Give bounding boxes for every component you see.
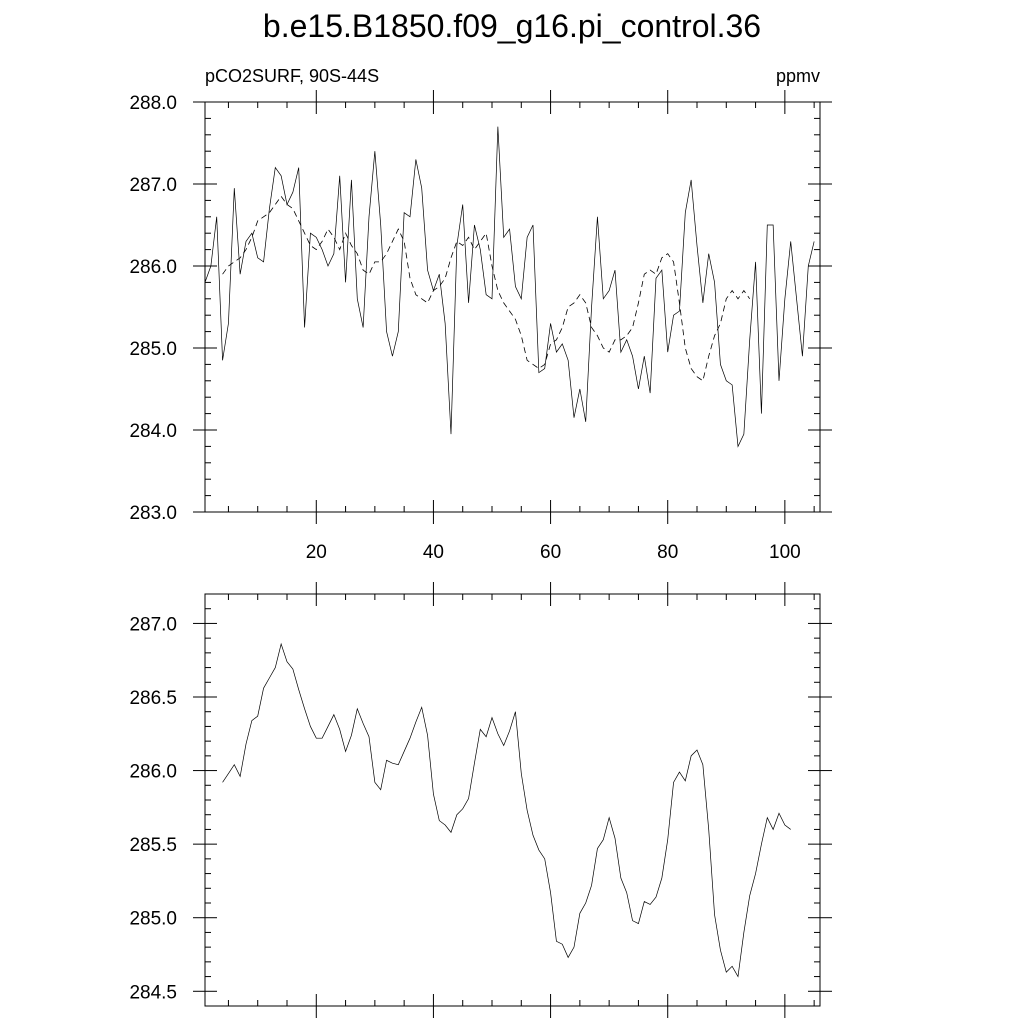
y-tick-label: 286.0 <box>129 257 177 278</box>
y-tick-label: 284.5 <box>129 982 177 1003</box>
panel1-left-string: pCO2SURF, 90S-44S <box>205 66 379 86</box>
y-tick-label: 285.5 <box>129 835 177 856</box>
plot-frame <box>204 101 821 513</box>
y-tick-label: 285.0 <box>129 909 177 930</box>
y-tick-label: 288.0 <box>129 93 177 114</box>
y-tick-label: 283.0 <box>129 503 177 524</box>
figure-title: b.e15.B1850.f09_g16.pi_control.36 <box>263 8 761 44</box>
series-line <box>204 126 815 448</box>
x-tick-label: 80 <box>657 542 678 563</box>
y-tick-label: 287.0 <box>129 614 177 635</box>
y-tick-label: 287.0 <box>129 175 177 196</box>
panel1-right-string: ppmv <box>776 66 820 86</box>
panel-top: 20 40 60 80 100 283.0 284.0 285.0 286.0 287.0 288.… <box>129 90 832 563</box>
x-tick-label: 40 <box>423 542 444 563</box>
x-tick-label: 60 <box>540 542 561 563</box>
plot-frame <box>204 593 821 1007</box>
series-line <box>222 642 791 978</box>
x-tick-label: 100 <box>769 542 801 563</box>
panel-bottom: 284.5 285.0 285.5 286.0 286.5 287.0 <box>129 582 832 1018</box>
x-tick-label: 20 <box>306 542 327 563</box>
y-tick-label: 285.0 <box>129 339 177 360</box>
y-tick-label: 284.0 <box>129 421 177 442</box>
y-tick-label: 286.5 <box>129 688 177 709</box>
y-tick-label: 286.0 <box>129 762 177 783</box>
series-line-smoothed <box>222 195 751 382</box>
